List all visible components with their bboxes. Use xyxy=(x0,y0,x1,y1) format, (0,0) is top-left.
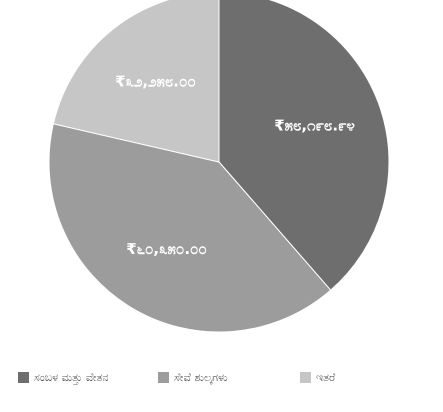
legend-label: ಸಂಬಳ ಮತ್ತು ವೇತನ xyxy=(34,371,108,384)
pie-slice xyxy=(218,0,390,291)
slice-label: ₹೩೨,೨೫೮.೦೦ xyxy=(115,73,196,91)
legend-swatch xyxy=(300,372,311,383)
legend-label: ಸೇವೆ ಶುಲ್ಕಗಳು xyxy=(174,371,228,384)
legend-label: ಇತರೆ xyxy=(316,371,336,384)
legend-swatch xyxy=(18,372,29,383)
legend-swatch xyxy=(158,372,169,383)
slice-label: ₹೬೦,೩೫೦.೦೦ xyxy=(126,240,207,258)
slice-label: ₹೫೮,೧೯೮.೯೪ xyxy=(274,117,355,135)
pie-slice xyxy=(48,123,332,333)
pie-slice xyxy=(52,0,220,163)
